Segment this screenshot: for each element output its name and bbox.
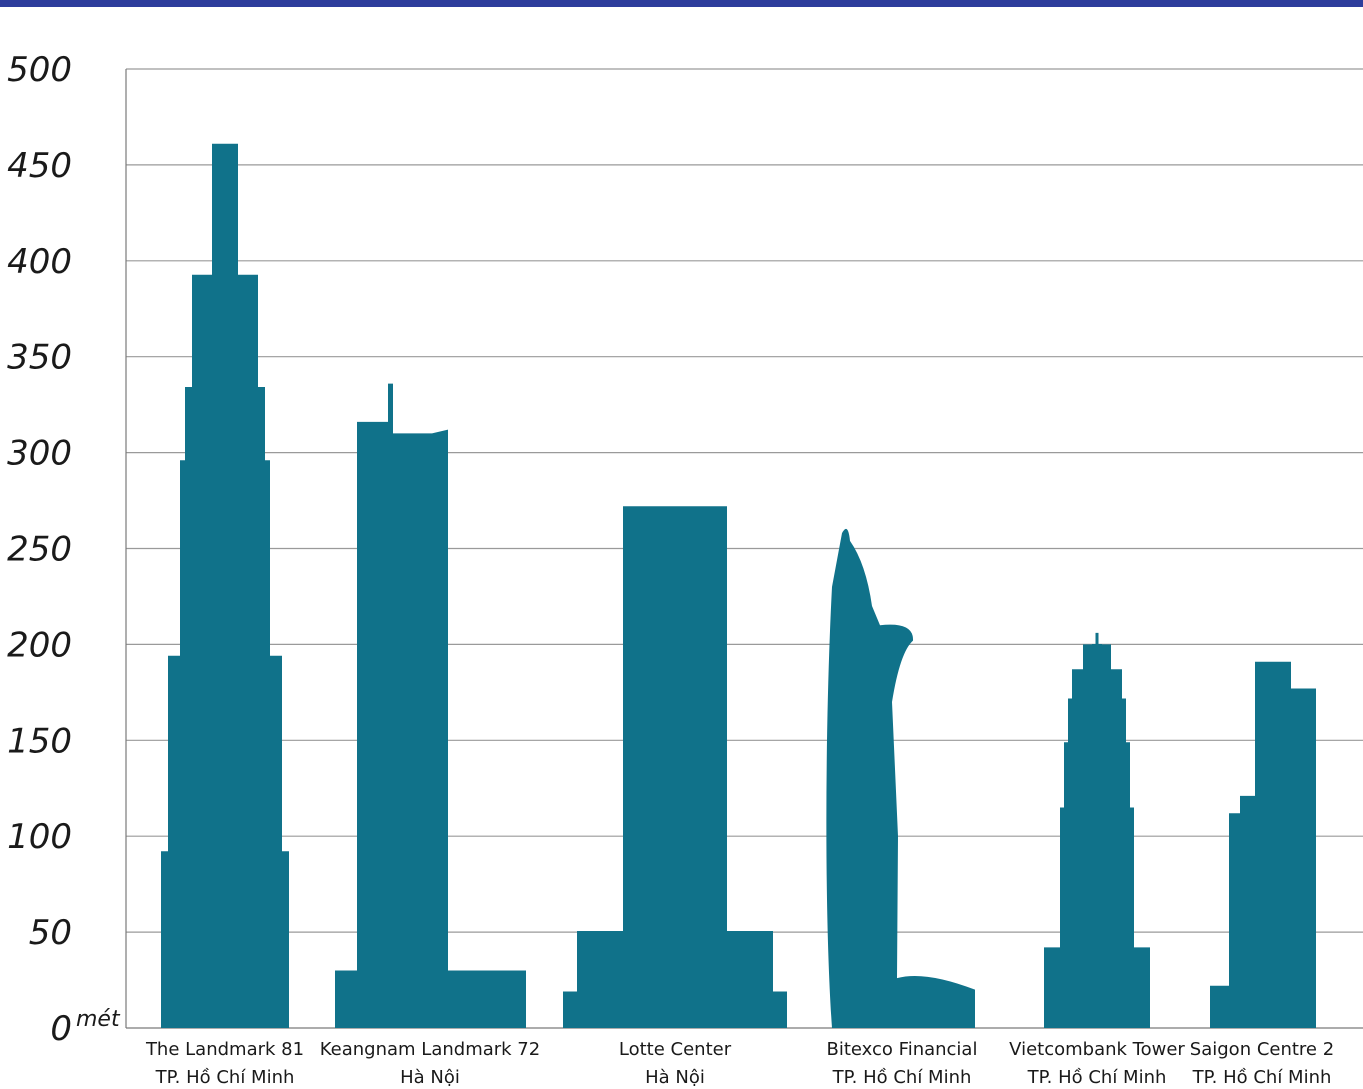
x-category-location: TP. Hồ Chí Minh xyxy=(1027,1067,1167,1088)
y-tick-label: 500 xyxy=(7,50,72,90)
x-category-location: TP. Hồ Chí Minh xyxy=(832,1067,972,1088)
x-category-label: Lotte Center xyxy=(619,1039,732,1060)
x-category-label: Saigon Centre 2 xyxy=(1190,1039,1334,1060)
y-tick-label: 0 xyxy=(50,1009,72,1049)
saigon-centre-2-bar xyxy=(1210,661,1316,1028)
x-category-label: Vietcombank Tower xyxy=(1009,1039,1185,1060)
x-category-label: Keangnam Landmark 72 xyxy=(320,1039,540,1060)
top-accent-bar xyxy=(0,0,1363,7)
x-category-label: The Landmark 81 xyxy=(145,1039,304,1060)
x-category-location: TP. Hồ Chí Minh xyxy=(155,1067,295,1088)
vietcombank-tower-bar xyxy=(1044,632,1150,1028)
y-tick-label: 100 xyxy=(7,817,72,857)
y-axis-unit-label: mét xyxy=(76,1007,121,1032)
y-axis-ticks: 0 50 100 150 200 250 300 350 400 450 500 xyxy=(7,50,72,1049)
x-category-label: Bitexco Financial xyxy=(827,1039,978,1060)
building-silhouettes xyxy=(161,143,1316,1029)
x-category-location: Hà Nội xyxy=(645,1067,705,1088)
bitexco-financial-bar xyxy=(826,528,975,1028)
y-tick-label: 400 xyxy=(7,242,72,282)
lotte-center-bar xyxy=(563,506,787,1028)
y-tick-label: 150 xyxy=(7,721,72,761)
x-category-location: TP. Hồ Chí Minh xyxy=(1192,1067,1332,1088)
landmark-81-bar xyxy=(161,143,289,1029)
x-category-location: Hà Nội xyxy=(400,1067,460,1088)
y-tick-label: 350 xyxy=(7,338,72,378)
y-tick-label: 200 xyxy=(7,625,72,665)
y-tick-label: 50 xyxy=(29,913,72,953)
y-tick-label: 300 xyxy=(7,434,72,474)
gridlines xyxy=(125,68,1363,1029)
keangnam-landmark-72-bar xyxy=(335,383,526,1029)
y-tick-label: 450 xyxy=(7,146,72,186)
y-tick-label: 250 xyxy=(7,530,72,570)
category-labels: The Landmark 81 TP. Hồ Chí Minh Keangnam L… xyxy=(145,1039,1334,1088)
